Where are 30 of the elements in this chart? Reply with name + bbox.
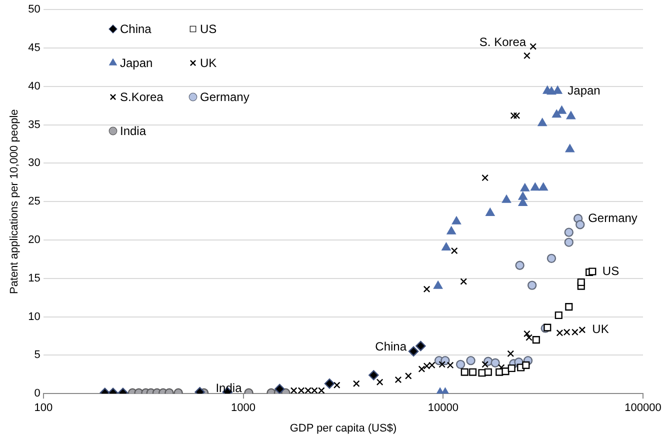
legend-label: China	[120, 22, 152, 36]
legend-label: US	[200, 22, 217, 36]
annotation: S. Korea	[479, 34, 526, 49]
annotation: US	[602, 264, 620, 278]
x-tick-label: 1000	[231, 402, 256, 414]
x-axis-title: GDP per capita (US$)	[290, 422, 397, 434]
x-tick-label: 100	[34, 402, 53, 414]
y-tick-label: 25	[28, 196, 40, 208]
y-tick-label: 35	[28, 118, 40, 131]
y-tick-label: 40	[28, 80, 40, 92]
x-tick-label: 100000	[624, 402, 662, 414]
y-axis-title: Patent applications per 10,000 people	[8, 109, 21, 294]
y-tick-label: 0	[34, 388, 40, 400]
annotation: China	[375, 340, 407, 354]
y-tick-label: 20	[28, 234, 40, 246]
y-tick-label: 45	[28, 42, 40, 54]
y-tick-label: 50	[28, 4, 40, 16]
legend-label: India	[120, 124, 146, 138]
legend-label: Japan	[120, 56, 153, 70]
legend-label: Germany	[200, 90, 250, 104]
y-tick-label: 30	[28, 157, 40, 170]
y-tick-label: 10	[28, 310, 40, 323]
annotation: UK	[592, 322, 609, 336]
y-tick-label: 5	[34, 349, 40, 362]
legend-label: S.Korea	[120, 90, 164, 104]
y-tick-label: 15	[28, 272, 40, 284]
annotation: Germany	[588, 210, 638, 225]
legend-label: UK	[200, 56, 217, 70]
x-tick-label: 10000	[428, 402, 458, 414]
annotation: Japan	[568, 83, 600, 98]
